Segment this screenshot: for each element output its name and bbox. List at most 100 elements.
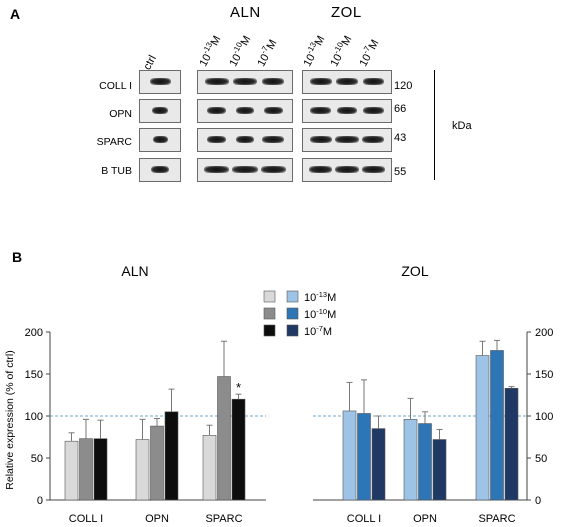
chart-title-zol: ZOL: [401, 263, 428, 279]
bar-aln: [79, 438, 93, 501]
blot-b-tub-ctrl: [139, 158, 181, 182]
legend-swatch-zol: [286, 307, 299, 320]
legend-swatch-zol: [286, 324, 299, 337]
band: [308, 166, 333, 173]
group-label-aln: ALN: [230, 4, 261, 21]
y-axis-label: Relative expression (% of ctrl): [4, 350, 16, 489]
bar-zol: [403, 419, 418, 501]
kda-bracket: [434, 70, 435, 180]
band: [262, 136, 285, 143]
y-tick-label-aln: 50: [31, 453, 43, 465]
band: [207, 107, 227, 114]
blot-coll-i-aln: [197, 70, 293, 94]
row-label-sparc: SPARC: [96, 136, 132, 148]
bar-aln: [135, 439, 150, 501]
group-label-zol: ZOL: [331, 4, 362, 21]
legend-swatch-zol: [286, 290, 299, 303]
band: [205, 78, 229, 85]
band: [310, 107, 331, 114]
band: [309, 136, 332, 143]
band: [262, 78, 285, 85]
y-tick-label-aln: 100: [25, 411, 43, 423]
kda-value-coll-i: 120: [394, 80, 413, 92]
x-tick-label-zol: SPARC: [478, 513, 515, 525]
x-tick-label-aln: COLL I: [69, 513, 103, 525]
y-tick-label-zol: 50: [535, 453, 547, 465]
blot-sparc-ctrl: [139, 128, 181, 152]
bar-zol: [432, 439, 447, 501]
blot-sparc-zol: [302, 128, 392, 152]
bar-zol: [475, 355, 490, 501]
band: [309, 78, 332, 85]
bar-aln: [164, 411, 179, 501]
band: [336, 78, 358, 85]
chart-title-aln: ALN: [121, 263, 148, 279]
y-tick-label-zol: 0: [535, 495, 541, 507]
band: [335, 166, 359, 173]
band: [235, 136, 255, 143]
panel-a-letter: A: [10, 6, 21, 22]
legend-swatch-aln: [263, 307, 276, 320]
band: [363, 107, 384, 114]
band: [149, 78, 171, 85]
legend-swatch-aln: [263, 290, 276, 303]
band: [235, 107, 255, 114]
bar-aln: [64, 440, 79, 501]
band: [336, 107, 358, 114]
y-tick-label-zol: 100: [535, 411, 553, 423]
bar-zol: [490, 350, 504, 501]
blot-sparc-aln: [197, 128, 293, 152]
blot-coll-i-ctrl: [139, 70, 181, 94]
y-tick-label-zol: 200: [535, 327, 553, 339]
bar-aln: [217, 376, 231, 501]
y-tick-label-aln: 200: [25, 327, 43, 339]
band: [363, 78, 384, 85]
bar-aln: [202, 435, 217, 501]
band: [361, 166, 386, 173]
bar-zol: [504, 387, 519, 501]
band: [207, 136, 227, 143]
legend-label: 10-10M: [304, 307, 336, 321]
panel-b-letter: B: [12, 249, 22, 265]
bar-aln: [93, 438, 108, 501]
band: [151, 166, 169, 173]
blot-opn-zol: [302, 99, 392, 123]
x-tick-label-zol: OPN: [413, 513, 437, 525]
legend-swatch-aln: [263, 324, 276, 337]
blot-b-tub-aln: [197, 158, 293, 182]
legend-label: 10-13M: [304, 290, 336, 304]
bar-aln: [231, 398, 246, 501]
band: [335, 136, 359, 143]
x-tick-label-zol: COLL I: [347, 513, 381, 525]
y-tick-label-aln: 0: [37, 495, 43, 507]
legend-label: 10-7M: [304, 324, 332, 338]
band: [362, 136, 385, 143]
row-label-coll-i: COLL I: [99, 80, 132, 92]
bar-zol: [357, 413, 371, 501]
blot-opn-ctrl: [139, 99, 181, 123]
blot-opn-aln: [197, 99, 293, 123]
kda-value-b-tub: 55: [394, 166, 407, 178]
band: [233, 78, 257, 85]
bar-aln: [150, 425, 164, 501]
band: [152, 136, 168, 143]
band: [263, 107, 283, 114]
blot-b-tub-zol: [302, 158, 392, 182]
x-tick-label-aln: OPN: [145, 513, 169, 525]
band: [151, 107, 169, 114]
row-label-opn: OPN: [109, 108, 132, 120]
band: [260, 166, 286, 173]
x-tick-label-aln: SPARC: [205, 513, 242, 525]
bar-zol: [418, 423, 432, 501]
y-tick-label-zol: 150: [535, 369, 553, 381]
blot-coll-i-zol: [302, 70, 392, 94]
row-label-b-tub: B TUB: [101, 165, 132, 177]
bar-zol: [371, 428, 386, 501]
band: [232, 166, 258, 173]
significance-star: *: [236, 380, 241, 395]
kda-unit-label: kDa: [452, 120, 472, 132]
kda-value-sparc: 43: [394, 132, 407, 144]
y-tick-label-aln: 150: [25, 369, 43, 381]
band: [204, 166, 230, 173]
